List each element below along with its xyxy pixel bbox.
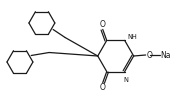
Text: Na: Na — [161, 50, 171, 60]
Text: NH: NH — [128, 34, 137, 40]
Text: N: N — [123, 77, 128, 83]
Text: O: O — [147, 50, 153, 60]
Text: O: O — [100, 83, 106, 92]
Text: O: O — [100, 20, 106, 29]
